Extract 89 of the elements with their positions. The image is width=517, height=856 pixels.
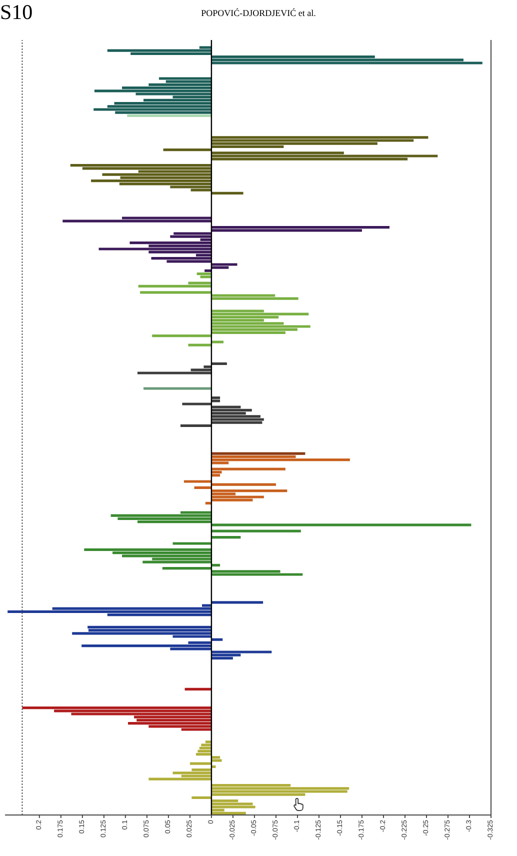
bar [211, 154, 438, 158]
bar [211, 496, 264, 498]
bar [110, 514, 212, 517]
bar [211, 756, 220, 759]
bar [140, 291, 212, 294]
bar [152, 334, 212, 338]
bar [211, 136, 428, 139]
bar [211, 418, 264, 421]
bar [94, 108, 212, 111]
bar [184, 688, 212, 690]
bar [184, 480, 212, 483]
bar [211, 530, 301, 532]
bar [211, 806, 256, 808]
bar [137, 372, 212, 374]
text: S10 [0, 0, 33, 24]
bar [200, 276, 212, 278]
bar [211, 421, 262, 424]
bar [211, 536, 241, 539]
bar [142, 560, 212, 564]
bar [211, 474, 220, 477]
bar [211, 263, 238, 266]
bar [8, 610, 212, 613]
bar [211, 524, 472, 526]
bar [211, 415, 260, 418]
bar [211, 787, 350, 790]
bar [211, 564, 220, 566]
bar [211, 400, 220, 402]
bar [22, 706, 212, 710]
bar [107, 49, 212, 52]
bar [211, 362, 227, 365]
bar [211, 192, 244, 194]
bar [102, 173, 212, 176]
bar [199, 746, 212, 750]
bar [143, 387, 212, 390]
bar [198, 750, 212, 752]
bar [188, 344, 212, 346]
bar [211, 483, 276, 486]
bar [211, 396, 220, 400]
bar [211, 759, 222, 762]
bar [192, 796, 212, 799]
bar [211, 573, 303, 576]
bar [211, 802, 253, 806]
bar [162, 567, 212, 570]
bar [151, 257, 212, 260]
bar [158, 77, 212, 80]
bar [211, 468, 286, 470]
bar [62, 220, 212, 222]
bar [211, 62, 482, 64]
bar [211, 226, 390, 229]
bar [204, 269, 212, 272]
bar [211, 340, 224, 344]
bar [70, 164, 212, 167]
bar [130, 242, 212, 244]
bar [211, 790, 348, 793]
bar [211, 638, 223, 641]
bar [174, 232, 212, 235]
bar [84, 548, 212, 551]
bar [201, 744, 212, 746]
bar [211, 452, 306, 455]
bar [148, 778, 212, 780]
bar [128, 722, 212, 725]
bar [88, 626, 212, 628]
bar [194, 486, 212, 489]
bar [211, 408, 252, 412]
bar [196, 753, 212, 756]
bar [172, 772, 212, 774]
bar [180, 424, 212, 427]
bar [163, 148, 212, 152]
bar [138, 284, 212, 288]
bar [72, 632, 212, 635]
bar [196, 272, 212, 276]
bar [94, 90, 212, 92]
bar [190, 762, 212, 765]
bar [211, 297, 298, 300]
bar [211, 812, 246, 814]
bar [82, 644, 212, 648]
bar [98, 248, 212, 250]
text: POPOVIĆ-DJORDJEVIĆ et al. [201, 8, 316, 18]
bar [211, 325, 310, 328]
bar [211, 601, 264, 604]
bar [91, 180, 212, 182]
bar [211, 650, 272, 654]
bar [172, 542, 212, 545]
bar [182, 402, 212, 406]
bar [170, 235, 212, 238]
bar [211, 458, 350, 462]
bar [211, 312, 309, 316]
bar [127, 114, 212, 117]
bar [211, 490, 288, 492]
